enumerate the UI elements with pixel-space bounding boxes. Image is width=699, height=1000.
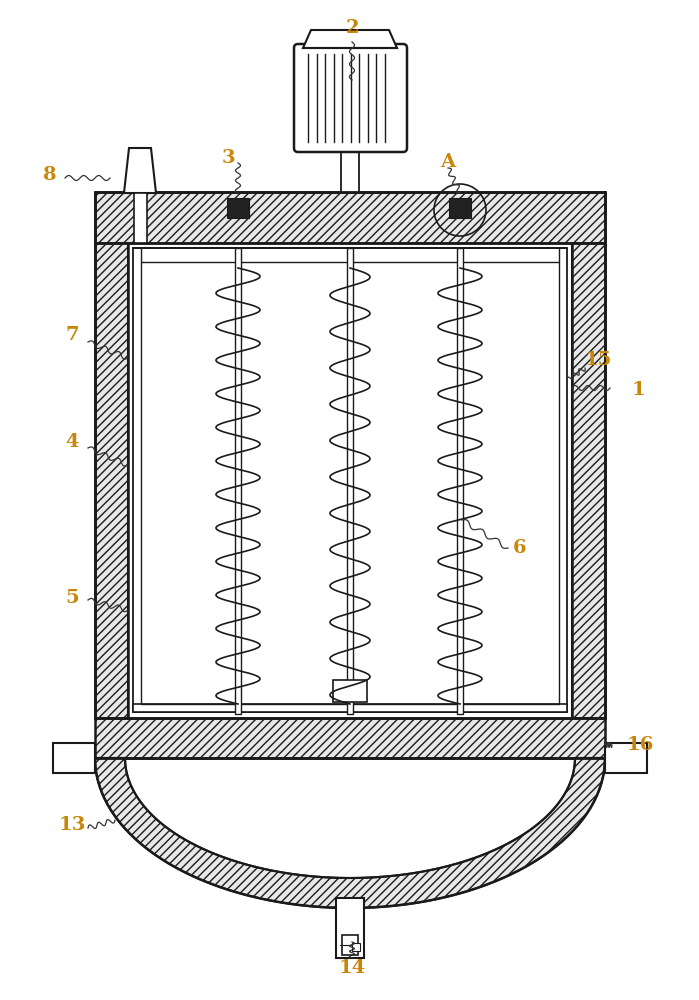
Bar — [95, 243, 128, 718]
Text: A: A — [440, 153, 456, 171]
Text: 7: 7 — [65, 326, 79, 344]
Text: 2: 2 — [345, 19, 359, 37]
FancyBboxPatch shape — [294, 44, 407, 152]
Bar — [341, 148, 359, 192]
Bar — [347, 248, 353, 714]
Bar — [457, 248, 463, 714]
Bar — [133, 704, 567, 712]
Text: 5: 5 — [65, 589, 79, 607]
Bar — [605, 743, 647, 773]
Text: 16: 16 — [626, 736, 654, 754]
Bar — [352, 943, 360, 951]
Text: 15: 15 — [584, 351, 612, 369]
Polygon shape — [95, 758, 605, 908]
Bar — [53, 743, 95, 773]
Polygon shape — [125, 758, 575, 878]
Bar — [336, 898, 364, 958]
Text: 1: 1 — [631, 381, 645, 399]
Bar — [449, 198, 471, 218]
Text: 13: 13 — [58, 816, 86, 834]
Bar — [572, 243, 605, 718]
Text: 3: 3 — [221, 149, 235, 167]
Text: 14: 14 — [338, 959, 366, 977]
Bar — [333, 680, 367, 702]
Bar — [134, 193, 147, 243]
Text: 4: 4 — [65, 433, 79, 451]
Text: 6: 6 — [513, 539, 527, 557]
Polygon shape — [303, 30, 397, 48]
Bar — [95, 192, 605, 243]
Bar — [133, 248, 567, 712]
Bar — [235, 248, 241, 714]
Polygon shape — [124, 148, 156, 193]
Bar — [227, 198, 249, 218]
Text: 8: 8 — [43, 166, 57, 184]
Bar — [342, 935, 358, 955]
Bar — [95, 718, 605, 758]
